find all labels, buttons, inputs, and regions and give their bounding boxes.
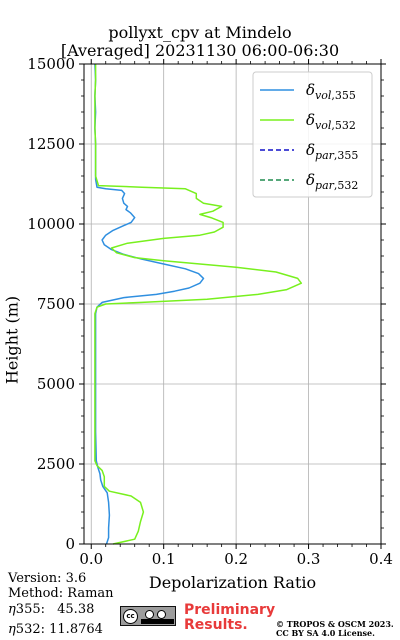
cc-license-badge: cc — [120, 606, 176, 626]
version-text: Version: 3.6 — [8, 571, 87, 586]
eta532-row: η532: 11.8764 — [8, 622, 103, 637]
copyright-line2: CC BY SA 4.0 License. — [276, 628, 375, 638]
x-tick-label: 0.3 — [297, 550, 321, 568]
x-tick-label: 0.1 — [152, 550, 176, 568]
axis-ticks: 0.0 0.1 0.2 0.3 0.4 0 2500 5000 7500 10000 12500 15… — [27, 55, 393, 568]
x-tick-label: 0.2 — [224, 550, 248, 568]
series-line-vol-532 — [94, 64, 303, 545]
y-axis-label: Height (m) — [2, 295, 22, 385]
legend: δvol,355 δvol,532 δpar,355 δpar,532 — [252, 71, 373, 198]
legend-label: δpar,355 — [306, 141, 358, 162]
eta532-value: 11.8764 — [49, 622, 103, 637]
copyright-line1: © TROPOS & OSCM 2023. — [276, 619, 394, 629]
eta532-label: 532: — [15, 622, 45, 637]
x-tick-label: 0.0 — [79, 550, 103, 568]
y-tick-label: 7500 — [37, 295, 75, 313]
legend-label: δvol,355 — [306, 81, 356, 102]
y-tick-label: 0 — [65, 535, 75, 553]
method-text: Method: Raman — [8, 586, 114, 601]
eta355-row: η355: 45.38 — [8, 602, 95, 617]
chart-subtitle: [Averaged] 20231130 06:00-06:30 — [60, 41, 340, 60]
legend-box — [252, 71, 373, 198]
by-icon — [145, 610, 154, 619]
legend-label: δvol,532 — [306, 111, 356, 132]
eta355-value: 45.38 — [57, 602, 95, 617]
chart-title: pollyxt_cpv at Mindelo — [108, 23, 292, 42]
y-tick-label: 10000 — [27, 215, 75, 233]
legend-label: δpar,532 — [306, 171, 358, 192]
cc-logo-icon: cc — [123, 609, 138, 624]
x-tick-label: 0.4 — [369, 550, 393, 568]
badge-strip — [141, 619, 174, 624]
series-lines — [94, 63, 303, 545]
y-tick-label: 5000 — [37, 375, 75, 393]
sa-icon — [157, 610, 166, 619]
y-tick-label: 12500 — [27, 135, 75, 153]
x-axis-label: Depolarization Ratio — [148, 573, 317, 592]
eta355-label: 355: — [15, 602, 45, 617]
preliminary-line1: Preliminary — [184, 602, 276, 618]
y-tick-label: 2500 — [37, 455, 75, 473]
preliminary-line2: Results. — [184, 617, 248, 633]
y-tick-label: 15000 — [27, 55, 75, 73]
